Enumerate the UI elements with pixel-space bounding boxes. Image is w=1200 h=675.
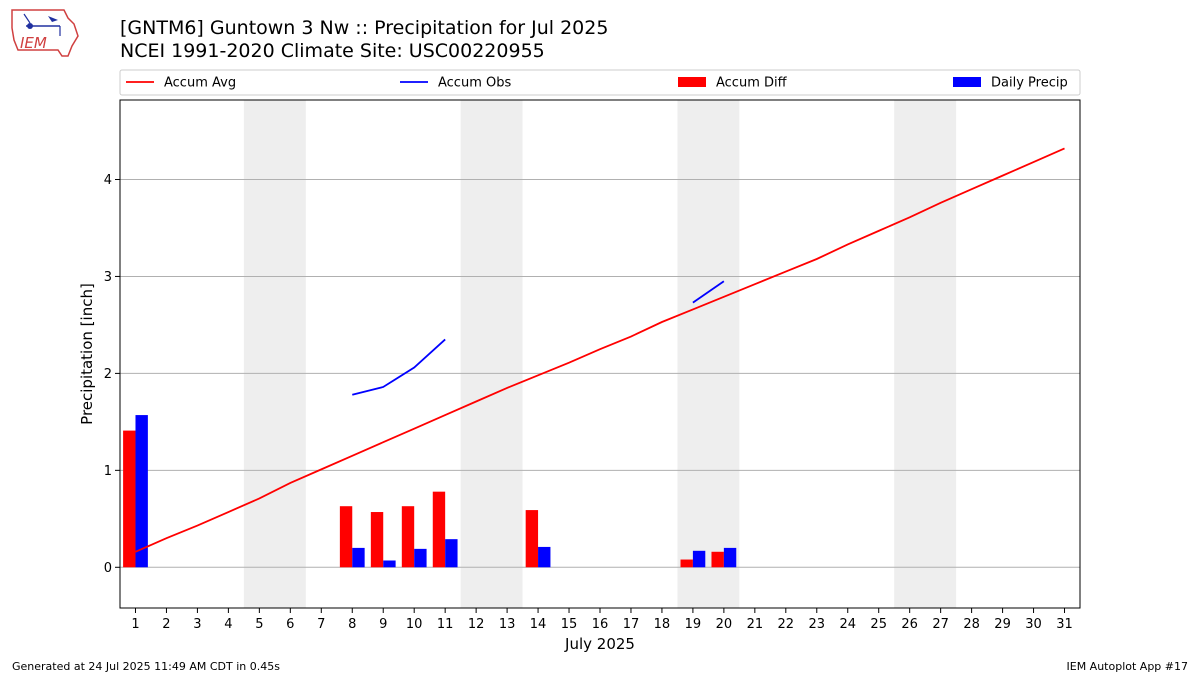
legend-accum-diff-swatch — [678, 77, 706, 87]
daily-precip-bar-day-9 — [383, 560, 396, 568]
x-tick-label-21: 21 — [747, 617, 764, 632]
legend-daily-precip: Daily Precip — [953, 76, 1068, 91]
daily-precip-bar-day-10 — [414, 548, 427, 568]
legend-accum-diff-label: Accum Diff — [716, 76, 788, 91]
x-tick-label-12: 12 — [468, 617, 485, 632]
accum-obs-line-segment-1 — [352, 338, 446, 396]
x-tick-label-13: 13 — [499, 617, 516, 632]
legend-accum-avg: Accum Avg — [126, 76, 236, 91]
x-tick-label-26: 26 — [901, 617, 918, 632]
x-tick-label-11: 11 — [437, 617, 454, 632]
x-tick-label-15: 15 — [561, 617, 578, 632]
daily-precip-bar-day-1 — [135, 415, 148, 568]
logo-text: IEM — [20, 34, 47, 52]
x-tick-label-22: 22 — [778, 617, 795, 632]
accum-diff-bar-day-10 — [401, 506, 415, 568]
legend-accum-diff: Accum Diff — [678, 76, 788, 91]
y-tick-label-0: 0 — [104, 561, 112, 576]
accum-diff-bar-day-8 — [339, 506, 353, 568]
generated-timestamp: Generated at 24 Jul 2025 11:49 AM CDT in… — [12, 660, 280, 673]
x-tick-label-17: 17 — [623, 617, 640, 632]
y-axis-label: Precipitation [inch] — [78, 283, 96, 425]
accum-diff-bar-day-14 — [525, 510, 539, 568]
x-tick-label-27: 27 — [932, 617, 949, 632]
daily-precip-bar-day-8 — [352, 547, 365, 568]
x-tick-label-3: 3 — [193, 617, 201, 632]
accum-obs-line-segment-2 — [692, 280, 725, 304]
x-tick-label-8: 8 — [348, 617, 356, 632]
weekend-band-2 — [460, 100, 523, 608]
weekend-band-1 — [243, 100, 306, 608]
accum-avg-line — [135, 147, 1065, 553]
weekend-band-4 — [894, 100, 957, 608]
x-tick-label-7: 7 — [317, 617, 325, 632]
accum-diff-bar-day-1 — [123, 430, 136, 568]
daily-precip-bar-day-11 — [445, 539, 458, 568]
x-tick-label-14: 14 — [530, 617, 547, 632]
y-tick-label-1: 1 — [104, 464, 112, 479]
grid-lines — [120, 178, 1080, 568]
x-tick-label-6: 6 — [286, 617, 294, 632]
x-tick-label-18: 18 — [654, 617, 671, 632]
x-tick-label-31: 31 — [1056, 617, 1073, 632]
accum-diff-bar-day-9 — [370, 512, 384, 568]
x-tick-label-24: 24 — [839, 617, 856, 632]
chart-title-line1: [GNTM6] Guntown 3 Nw :: Precipitation fo… — [120, 17, 609, 39]
x-axis-label: July 2025 — [564, 635, 635, 653]
legend-accum-obs: Accum Obs — [400, 76, 511, 91]
legend-accum-obs-label: Accum Obs — [438, 76, 511, 91]
x-tick-label-19: 19 — [685, 617, 702, 632]
x-axis-ticks: 1 2 3 4 5 6 7 8 9 10 11 12 13 14 15 16 17 18 19 20 21 22 23 24 2… — [131, 608, 1073, 632]
accum-diff-bar-day-19 — [680, 559, 693, 568]
x-tick-label-1: 1 — [131, 617, 139, 632]
weekend-band-3 — [677, 100, 740, 608]
y-axis-ticks: 0 1 2 3 4 — [104, 173, 120, 576]
chart-title-line2: NCEI 1991-2020 Climate Site: USC00220955 — [120, 40, 545, 62]
lines — [135, 147, 1065, 553]
legend: Accum Avg Accum Obs Accum Diff Daily Precip — [119, 69, 1081, 96]
daily-precip-bar-day-19 — [692, 550, 706, 568]
daily-precip-bar-day-14 — [538, 546, 551, 568]
x-tick-label-23: 23 — [809, 617, 826, 632]
iem-logo: IEM — [11, 9, 79, 57]
x-tick-label-20: 20 — [716, 617, 733, 632]
x-tick-label-4: 4 — [224, 617, 232, 632]
accum-diff-bar-day-11 — [432, 491, 446, 568]
legend-accum-avg-label: Accum Avg — [164, 76, 236, 91]
accum-diff-bar-day-20 — [711, 551, 724, 568]
weekend-shading — [243, 100, 957, 608]
x-tick-label-5: 5 — [255, 617, 263, 632]
x-tick-label-28: 28 — [963, 617, 980, 632]
x-tick-label-10: 10 — [406, 617, 423, 632]
x-tick-label-30: 30 — [1025, 617, 1042, 632]
daily-precip-bar-day-20 — [723, 547, 737, 568]
y-tick-label-4: 4 — [104, 173, 112, 188]
y-tick-label-3: 3 — [104, 270, 112, 285]
x-tick-label-16: 16 — [592, 617, 609, 632]
x-tick-label-25: 25 — [870, 617, 887, 632]
bars — [123, 415, 737, 568]
legend-daily-precip-label: Daily Precip — [991, 76, 1068, 91]
x-tick-label-9: 9 — [379, 617, 387, 632]
y-tick-label-2: 2 — [104, 367, 112, 382]
x-tick-label-2: 2 — [162, 617, 170, 632]
autoplot-app-label: IEM Autoplot App #17 — [1066, 660, 1189, 673]
legend-frame — [119, 69, 1081, 96]
legend-daily-precip-swatch — [953, 77, 981, 87]
x-tick-label-29: 29 — [994, 617, 1011, 632]
